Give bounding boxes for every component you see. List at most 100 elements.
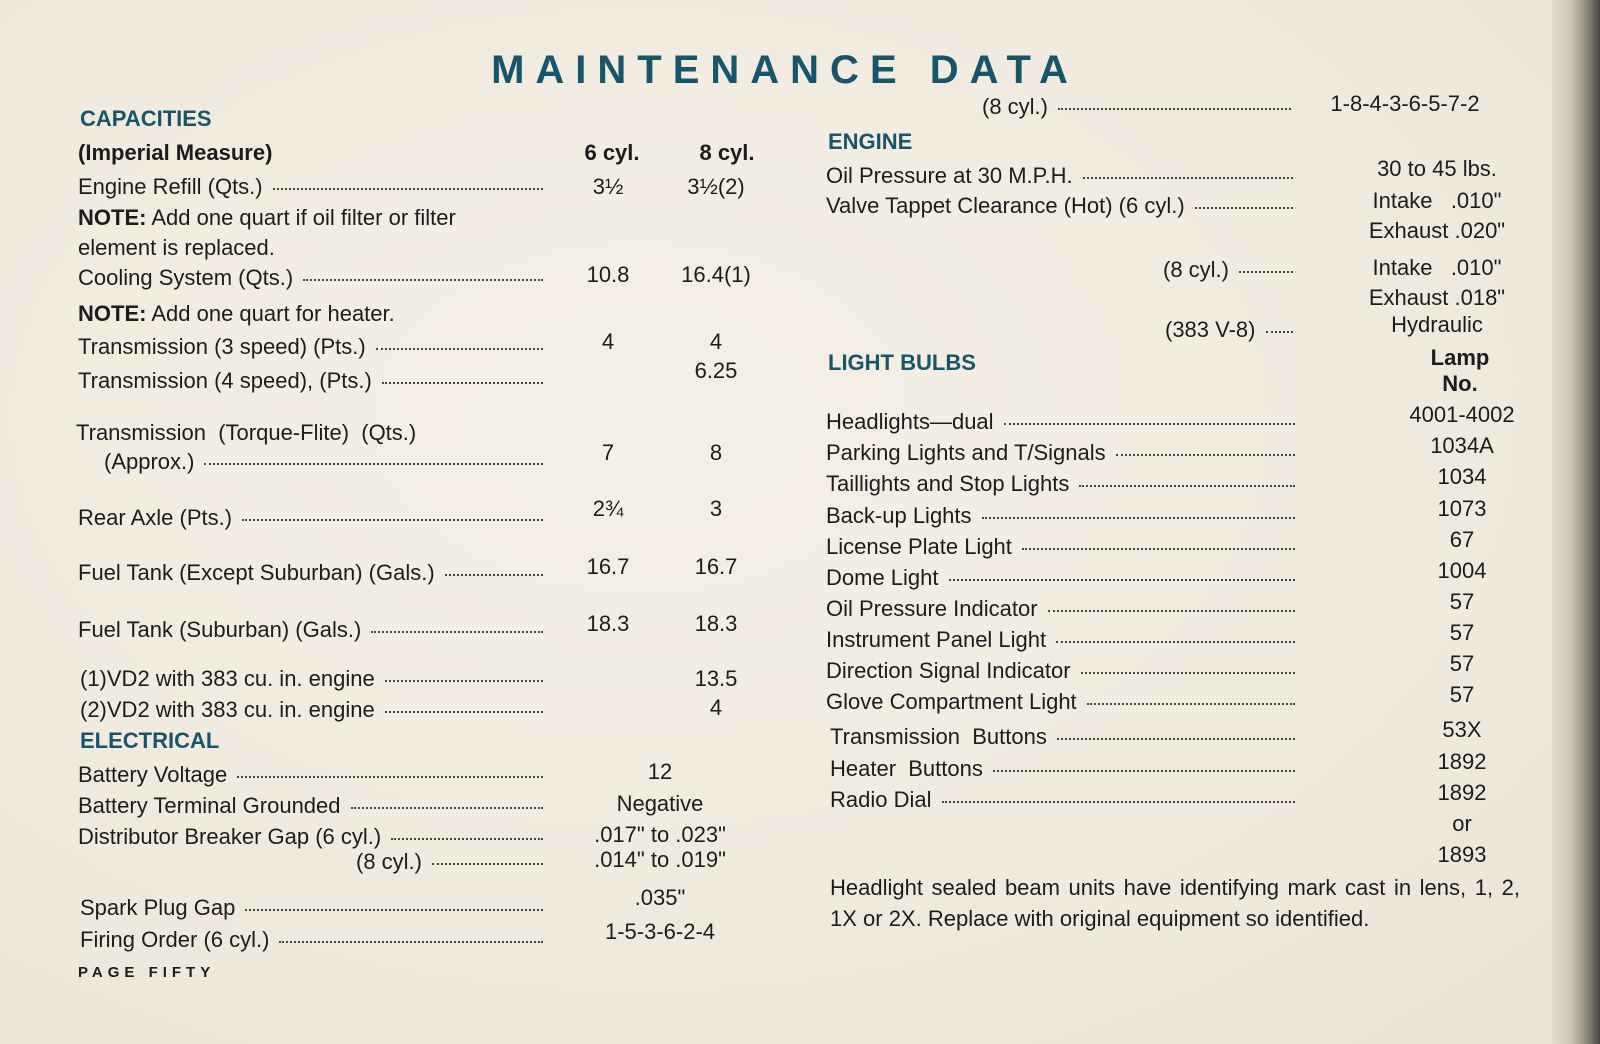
row-label: (8 cyl.) bbox=[1163, 257, 1229, 282]
row-label: Oil Pressure at 30 M.P.H. bbox=[826, 163, 1073, 188]
row-label: Headlights—dual bbox=[826, 409, 994, 434]
dot-leader bbox=[1082, 177, 1293, 179]
electrical-value: 12 bbox=[647, 759, 673, 784]
engine-value: Exhaust .020" bbox=[1368, 218, 1506, 243]
row-label: Transmission (4 speed), (Pts.) bbox=[78, 368, 372, 393]
lamp-number: 57 bbox=[1449, 651, 1475, 676]
dot-leader bbox=[350, 807, 543, 809]
lamp-number: 1073 bbox=[1437, 496, 1487, 521]
dot-leader bbox=[444, 574, 543, 576]
bulb-row: License Plate Light bbox=[826, 534, 1297, 560]
row-label: Fuel Tank (Except Suburban) (Gals.) bbox=[78, 560, 435, 585]
value-6cyl: 7 bbox=[601, 440, 615, 465]
dot-leader bbox=[1194, 207, 1293, 209]
engine-value: Hydraulic bbox=[1391, 312, 1483, 337]
lamp-number: 57 bbox=[1449, 682, 1475, 707]
bulb-row: Radio Dial bbox=[830, 787, 1297, 813]
row-label: License Plate Light bbox=[826, 534, 1012, 559]
bulb-row: Back-up Lights bbox=[826, 503, 1297, 529]
capacity-row: (1)VD2 with 383 cu. in. engine bbox=[80, 666, 545, 692]
lamp-number: 4001-4002 bbox=[1409, 402, 1515, 427]
firing-order-8cyl-row: (8 cyl.) bbox=[982, 94, 1293, 120]
capacity-row: Rear Axle (Pts.) bbox=[78, 505, 545, 531]
row-label: Transmission (3 speed) (Pts.) bbox=[78, 334, 366, 359]
row-label: Dome Light bbox=[826, 565, 939, 590]
row-label: Radio Dial bbox=[830, 787, 932, 812]
engine-heading: ENGINE bbox=[828, 129, 913, 154]
bulb-row: Transmission Buttons bbox=[830, 724, 1297, 750]
capacity-row: (Approx.) bbox=[104, 449, 545, 475]
dot-leader bbox=[1079, 485, 1295, 487]
row-label: Cooling System (Qts.) bbox=[78, 265, 294, 290]
capacities-heading: CAPACITIES bbox=[80, 106, 212, 131]
engine-value: Exhaust .018" bbox=[1368, 285, 1506, 310]
note-prefix: NOTE: bbox=[78, 301, 147, 326]
note-prefix: NOTE: bbox=[78, 205, 147, 230]
bulb-row: Taillights and Stop Lights bbox=[826, 471, 1297, 497]
electrical-row: Battery Terminal Grounded bbox=[78, 793, 545, 819]
dot-leader bbox=[941, 801, 1295, 803]
value-6cyl: 3½ bbox=[592, 174, 624, 199]
measure-label: (Imperial Measure) bbox=[78, 140, 273, 165]
bulb-row: Direction Signal Indicator bbox=[826, 658, 1297, 684]
row-label: Direction Signal Indicator bbox=[826, 658, 1071, 683]
bulb-row: Headlights—dual bbox=[826, 409, 1297, 435]
dot-leader bbox=[381, 382, 543, 384]
dot-leader bbox=[391, 838, 543, 840]
lamp-number: 1892 bbox=[1437, 780, 1487, 805]
light-bulbs-heading: LIGHT BULBS bbox=[828, 350, 976, 375]
capacity-row: Fuel Tank (Except Suburban) (Gals.) bbox=[78, 560, 545, 586]
capacity-row: Transmission (4 speed), (Pts.) bbox=[78, 368, 545, 394]
row-label: Transmission (Torque-Flite) (Qts.) bbox=[76, 420, 417, 445]
dot-leader bbox=[245, 909, 543, 911]
dot-leader bbox=[948, 579, 1295, 581]
dot-leader bbox=[384, 680, 543, 682]
electrical-value: Negative bbox=[616, 791, 704, 816]
electrical-row: Distributor Breaker Gap (6 cyl.) bbox=[78, 824, 545, 850]
dot-leader bbox=[237, 776, 543, 778]
electrical-row: (8 cyl.) bbox=[356, 849, 545, 875]
engine-row: Valve Tappet Clearance (Hot) (6 cyl.) bbox=[826, 193, 1295, 219]
row-label: Engine Refill (Qts.) bbox=[78, 174, 263, 199]
value-8cyl: 16.4(1) bbox=[681, 262, 751, 287]
col-6cyl-header: 6 cyl. bbox=[584, 140, 640, 165]
row-label: Taillights and Stop Lights bbox=[826, 471, 1070, 496]
capacity-row: Cooling System (Qts.) bbox=[78, 265, 545, 291]
bulb-row: Heater Buttons bbox=[830, 756, 1297, 782]
engine-row: (383 V-8) bbox=[1165, 317, 1295, 343]
row-label: Heater Buttons bbox=[830, 756, 983, 781]
dot-leader bbox=[1265, 331, 1293, 333]
dot-leader bbox=[1056, 738, 1295, 740]
dot-leader bbox=[1047, 610, 1295, 612]
capacity-row: Engine Refill (Qts.) bbox=[78, 174, 545, 200]
dot-leader bbox=[279, 941, 543, 943]
value-8cyl: 8 bbox=[709, 440, 723, 465]
value-6cyl: 4 bbox=[601, 329, 615, 354]
dot-leader bbox=[384, 711, 543, 713]
dot-leader bbox=[303, 279, 543, 281]
page-number: PAGE FIFTY bbox=[78, 964, 216, 981]
dot-leader bbox=[981, 517, 1295, 519]
capacity-row: NOTE: Add one quart for heater. bbox=[78, 301, 545, 327]
engine-row: Oil Pressure at 30 M.P.H. bbox=[826, 163, 1295, 189]
lamp-number: 1034 bbox=[1437, 464, 1487, 489]
value-8cyl: 3 bbox=[709, 496, 723, 521]
electrical-heading: ELECTRICAL bbox=[80, 728, 220, 753]
row-label: Battery Terminal Grounded bbox=[78, 793, 341, 818]
engine-value: Intake .010" bbox=[1372, 255, 1502, 280]
dot-leader bbox=[432, 863, 543, 865]
dot-leader bbox=[1080, 672, 1295, 674]
dot-leader bbox=[1003, 423, 1295, 425]
row-label: element is replaced. bbox=[78, 235, 275, 260]
electrical-row: Spark Plug Gap bbox=[80, 895, 545, 921]
capacity-row: (2)VD2 with 383 cu. in. engine bbox=[80, 697, 545, 723]
row-label: (1)VD2 with 383 cu. in. engine bbox=[80, 666, 375, 691]
engine-row: (8 cyl.) bbox=[1163, 257, 1295, 283]
row-label: Firing Order (6 cyl.) bbox=[80, 927, 270, 952]
lamp-no-header: No. bbox=[1442, 371, 1478, 396]
dot-leader bbox=[375, 348, 543, 350]
row-label: Add one quart for heater. bbox=[146, 301, 395, 326]
dot-leader bbox=[1086, 703, 1295, 705]
page-title: MAINTENANCE DATA bbox=[491, 48, 1079, 92]
